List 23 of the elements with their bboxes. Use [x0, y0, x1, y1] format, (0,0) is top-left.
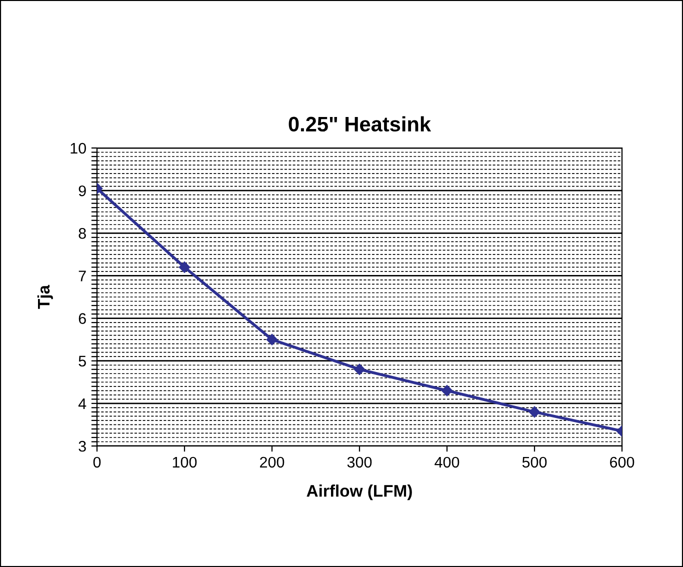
- x-tick-label: 0: [93, 456, 101, 468]
- chart-title: 0.25" Heatsink: [288, 116, 432, 132]
- y-tick-label: 8: [78, 228, 86, 239]
- x-tick-label: 100: [172, 456, 197, 468]
- point: [441, 385, 453, 396]
- y-tick-label: 4: [78, 398, 86, 409]
- y-tick-label: 5: [78, 356, 86, 367]
- x-axis-title: Airflow (LFM): [306, 484, 412, 500]
- point: [528, 406, 540, 418]
- x-tick-label: 400: [434, 456, 460, 468]
- point: [266, 334, 278, 346]
- x-tick-label: 300: [347, 456, 372, 468]
- x-tick-label: 500: [522, 456, 547, 468]
- y-tick-label: 3: [78, 440, 86, 452]
- y-tick-label: 9: [78, 185, 86, 196]
- point: [354, 364, 366, 375]
- y-tick-label: 7: [78, 270, 86, 282]
- y-tick-label: 10: [70, 142, 86, 154]
- x-tick-label: 600: [610, 456, 634, 468]
- x-tick-label: 200: [260, 456, 284, 468]
- y-axis-title: Tja: [37, 284, 53, 309]
- y-tick-label: 6: [78, 313, 86, 324]
- point: [178, 262, 190, 273]
